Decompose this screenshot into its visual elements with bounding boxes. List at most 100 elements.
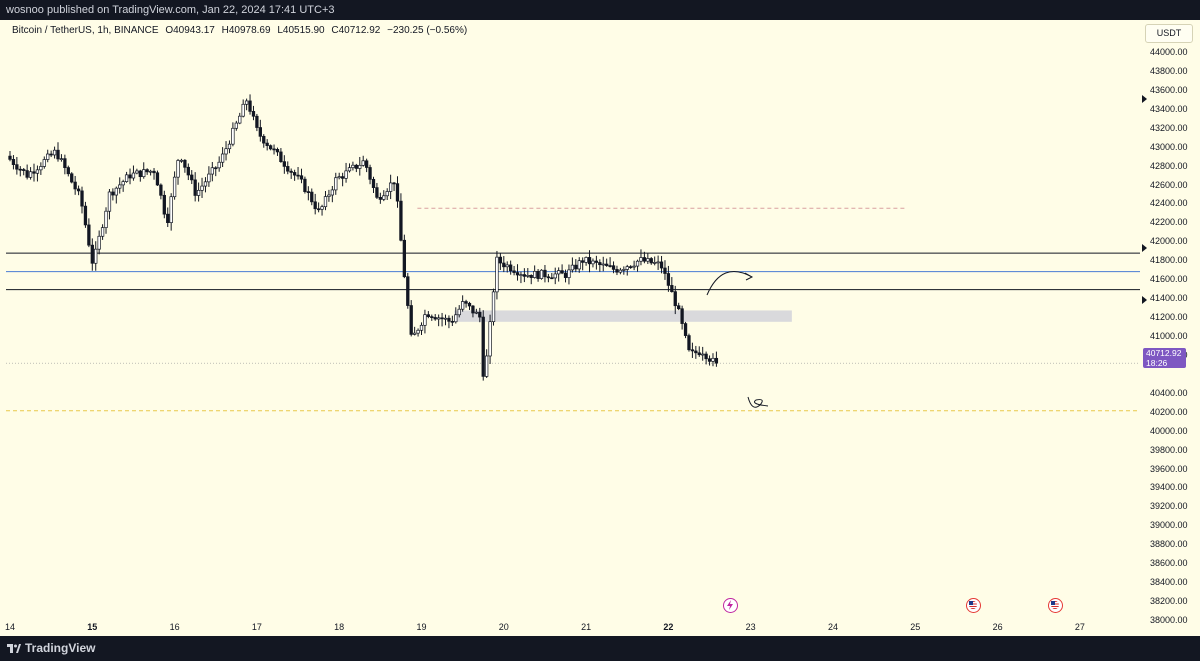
candle-body (505, 264, 509, 268)
candle-body (176, 160, 180, 178)
candle-body (666, 273, 671, 286)
candlestick-chart[interactable] (0, 20, 1200, 636)
candle-body (15, 164, 19, 170)
candle-body (28, 171, 33, 178)
us-flag-icon[interactable] (1048, 598, 1063, 613)
candle-body (443, 317, 448, 320)
candle-body (114, 187, 118, 196)
candle-body (358, 164, 362, 169)
candle-body (107, 191, 112, 212)
candle-body (546, 276, 551, 279)
candle-body (90, 244, 94, 264)
candle-body (251, 111, 256, 117)
candle-body (262, 135, 266, 144)
last-price-tag: 40712.92 18:26 (1143, 348, 1186, 368)
us-flag-icon[interactable] (966, 598, 981, 613)
candle-body (461, 301, 465, 310)
chart-area[interactable]: Bitcoin / TetherUS, 1h, BINANCE O40943.1… (0, 20, 1200, 636)
candle-body (76, 188, 81, 192)
time-axis-label: 20 (498, 622, 509, 632)
candle-body (111, 191, 115, 196)
candle-body (179, 159, 184, 162)
candle-body (618, 269, 623, 273)
candle-body (279, 151, 283, 162)
candle-body (186, 166, 190, 176)
candle-body (591, 260, 595, 265)
candle-body (22, 169, 26, 171)
candle-body (73, 181, 77, 190)
flash-event-icon[interactable] (723, 598, 738, 613)
candle-body (234, 122, 238, 129)
candle-body (166, 213, 170, 223)
candle-body (584, 257, 588, 263)
candle-body (292, 172, 297, 176)
time-axis-label: 25 (910, 622, 921, 632)
ohlc-open: O40943.17 (165, 25, 215, 36)
candle-body (567, 269, 571, 278)
price-axis-label: 41400.00 (1150, 293, 1188, 304)
candle-body (35, 169, 40, 174)
candle-body (361, 160, 365, 166)
price-axis-label: 41800.00 (1150, 255, 1188, 266)
price-axis-label: 38400.00 (1150, 577, 1188, 588)
time-axis-label: 16 (169, 622, 180, 632)
publish-info: wosnoo published on TradingView.com, Jan… (6, 4, 335, 16)
candle-body (190, 174, 194, 181)
candle-body (18, 168, 22, 171)
candle-body (478, 311, 482, 318)
candle-body (227, 143, 232, 150)
price-axis-label: 43200.00 (1150, 122, 1188, 133)
candle-body (560, 270, 564, 274)
candle-body (697, 352, 701, 356)
candle-body (169, 196, 173, 223)
candle-body (272, 148, 276, 151)
candle-body (426, 314, 431, 317)
candle-body (172, 176, 177, 198)
candle-body (94, 248, 98, 264)
candle-body (183, 159, 187, 168)
candle-body (131, 172, 136, 179)
candle-body (577, 260, 581, 270)
symbol-name[interactable]: Bitcoin / TetherUS, 1h, BINANCE (12, 25, 159, 36)
candle-body (704, 353, 708, 360)
price-marker-icon (1142, 296, 1147, 304)
candle-body (265, 142, 269, 146)
candle-body (378, 197, 382, 200)
candle-body (467, 302, 472, 307)
price-axis-label: 43000.00 (1150, 141, 1188, 152)
currency-button[interactable]: USDT (1145, 24, 1193, 43)
candle-body (296, 174, 300, 177)
candle-body (128, 174, 132, 179)
candle-body (587, 257, 592, 265)
candle-body (70, 173, 74, 183)
candle-body (371, 178, 376, 188)
time-axis-label: 21 (581, 622, 592, 632)
candle-body (203, 181, 208, 187)
candle-body (649, 258, 653, 264)
candle-body (207, 173, 211, 183)
candle-body (220, 153, 225, 163)
price-axis-label: 38600.00 (1150, 558, 1188, 569)
candle-body (32, 171, 36, 174)
candle-body (646, 258, 650, 262)
candle-body (275, 148, 280, 153)
candle-body (83, 205, 88, 226)
price-axis-label: 39200.00 (1150, 501, 1188, 512)
candle-body (100, 227, 105, 237)
time-axis-label: 19 (416, 622, 427, 632)
candle-body (471, 305, 475, 314)
candle-body (570, 264, 575, 271)
candle-body (670, 285, 674, 292)
candle-body (450, 320, 455, 323)
price-axis-label: 38000.00 (1150, 615, 1188, 625)
candle-body (605, 263, 609, 266)
candle-body (231, 127, 235, 145)
price-axis-label: 41000.00 (1150, 331, 1188, 341)
candle-body (162, 194, 166, 215)
price-axis-label: 39400.00 (1150, 482, 1188, 493)
price-axis-label: 43800.00 (1150, 65, 1188, 76)
candle-body (49, 153, 53, 156)
candle-body (337, 176, 341, 179)
price-marker-icon (1142, 244, 1147, 252)
price-axis-label: 40000.00 (1150, 425, 1188, 436)
